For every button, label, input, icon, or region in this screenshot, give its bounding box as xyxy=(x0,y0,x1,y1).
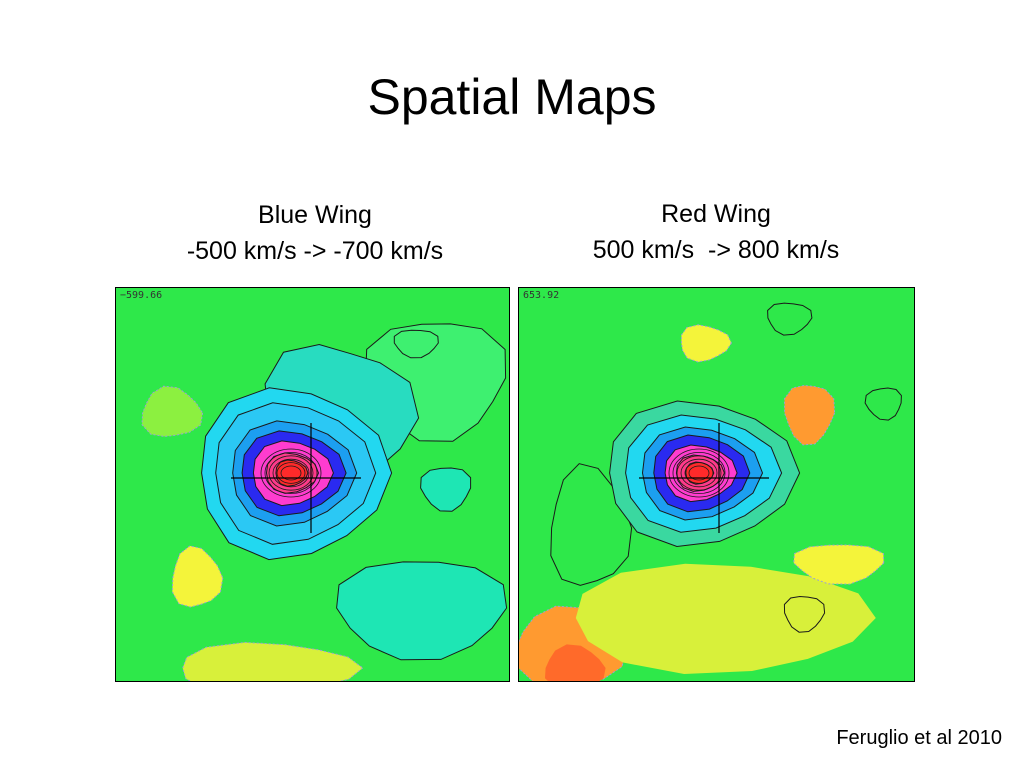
contour-line xyxy=(864,387,902,421)
red-wing-velocity-range: 500 km/s -> 800 km/s xyxy=(592,236,840,264)
emission-region xyxy=(575,563,876,674)
red-wing-corner-value: 653.92 xyxy=(523,290,560,301)
contour-region xyxy=(420,467,472,512)
negative-contour xyxy=(783,384,836,446)
blue-wing-label: Blue Wing xyxy=(258,201,372,229)
inner-contour-0 xyxy=(668,448,730,498)
inner-contour-4 xyxy=(684,462,714,484)
negative-contour xyxy=(680,324,732,363)
inner-contour-1 xyxy=(264,451,318,494)
negative-contour xyxy=(141,385,204,438)
inner-contour-5 xyxy=(280,465,302,481)
inner-contour-2 xyxy=(676,455,722,491)
emission-region xyxy=(545,644,606,681)
red-wing-map: 653.92 xyxy=(518,287,915,682)
inner-contour-3 xyxy=(680,458,718,488)
blue-wing-caption: Blue Wing -500 km/s -> -700 km/s xyxy=(120,197,510,269)
inner-contour-4 xyxy=(276,462,306,484)
contour-line xyxy=(767,302,813,336)
inner-contour-1 xyxy=(672,451,726,494)
inner-contour-0 xyxy=(260,448,322,498)
inner-contour-3 xyxy=(272,458,310,488)
slide-title: Spatial Maps xyxy=(367,69,657,125)
contour-line xyxy=(393,329,439,359)
contour-line xyxy=(783,595,826,633)
blue-wing-corner-value: −599.66 xyxy=(120,290,163,301)
red-wing-label: Red Wing xyxy=(661,200,771,228)
inner-contour-2 xyxy=(268,455,314,491)
contour-region xyxy=(336,561,508,661)
inner-contour-5 xyxy=(688,465,710,481)
citation: Feruglio et al 2010 xyxy=(836,727,1002,749)
contour-line xyxy=(550,463,633,586)
negative-contour xyxy=(793,544,885,585)
negative-contour xyxy=(171,545,224,608)
blue-wing-map: −599.66 xyxy=(115,287,510,682)
red-wing-map-image xyxy=(519,288,914,681)
negative-contour xyxy=(182,641,364,681)
blue-wing-velocity-range: -500 km/s -> -700 km/s xyxy=(186,237,444,265)
source-level-6 xyxy=(275,459,309,487)
blue-wing-map-image xyxy=(116,288,509,681)
red-wing-caption: Red Wing 500 km/s -> 800 km/s xyxy=(518,196,914,268)
